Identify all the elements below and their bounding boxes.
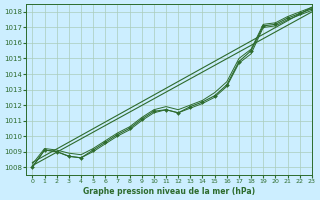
X-axis label: Graphe pression niveau de la mer (hPa): Graphe pression niveau de la mer (hPa) <box>83 187 255 196</box>
